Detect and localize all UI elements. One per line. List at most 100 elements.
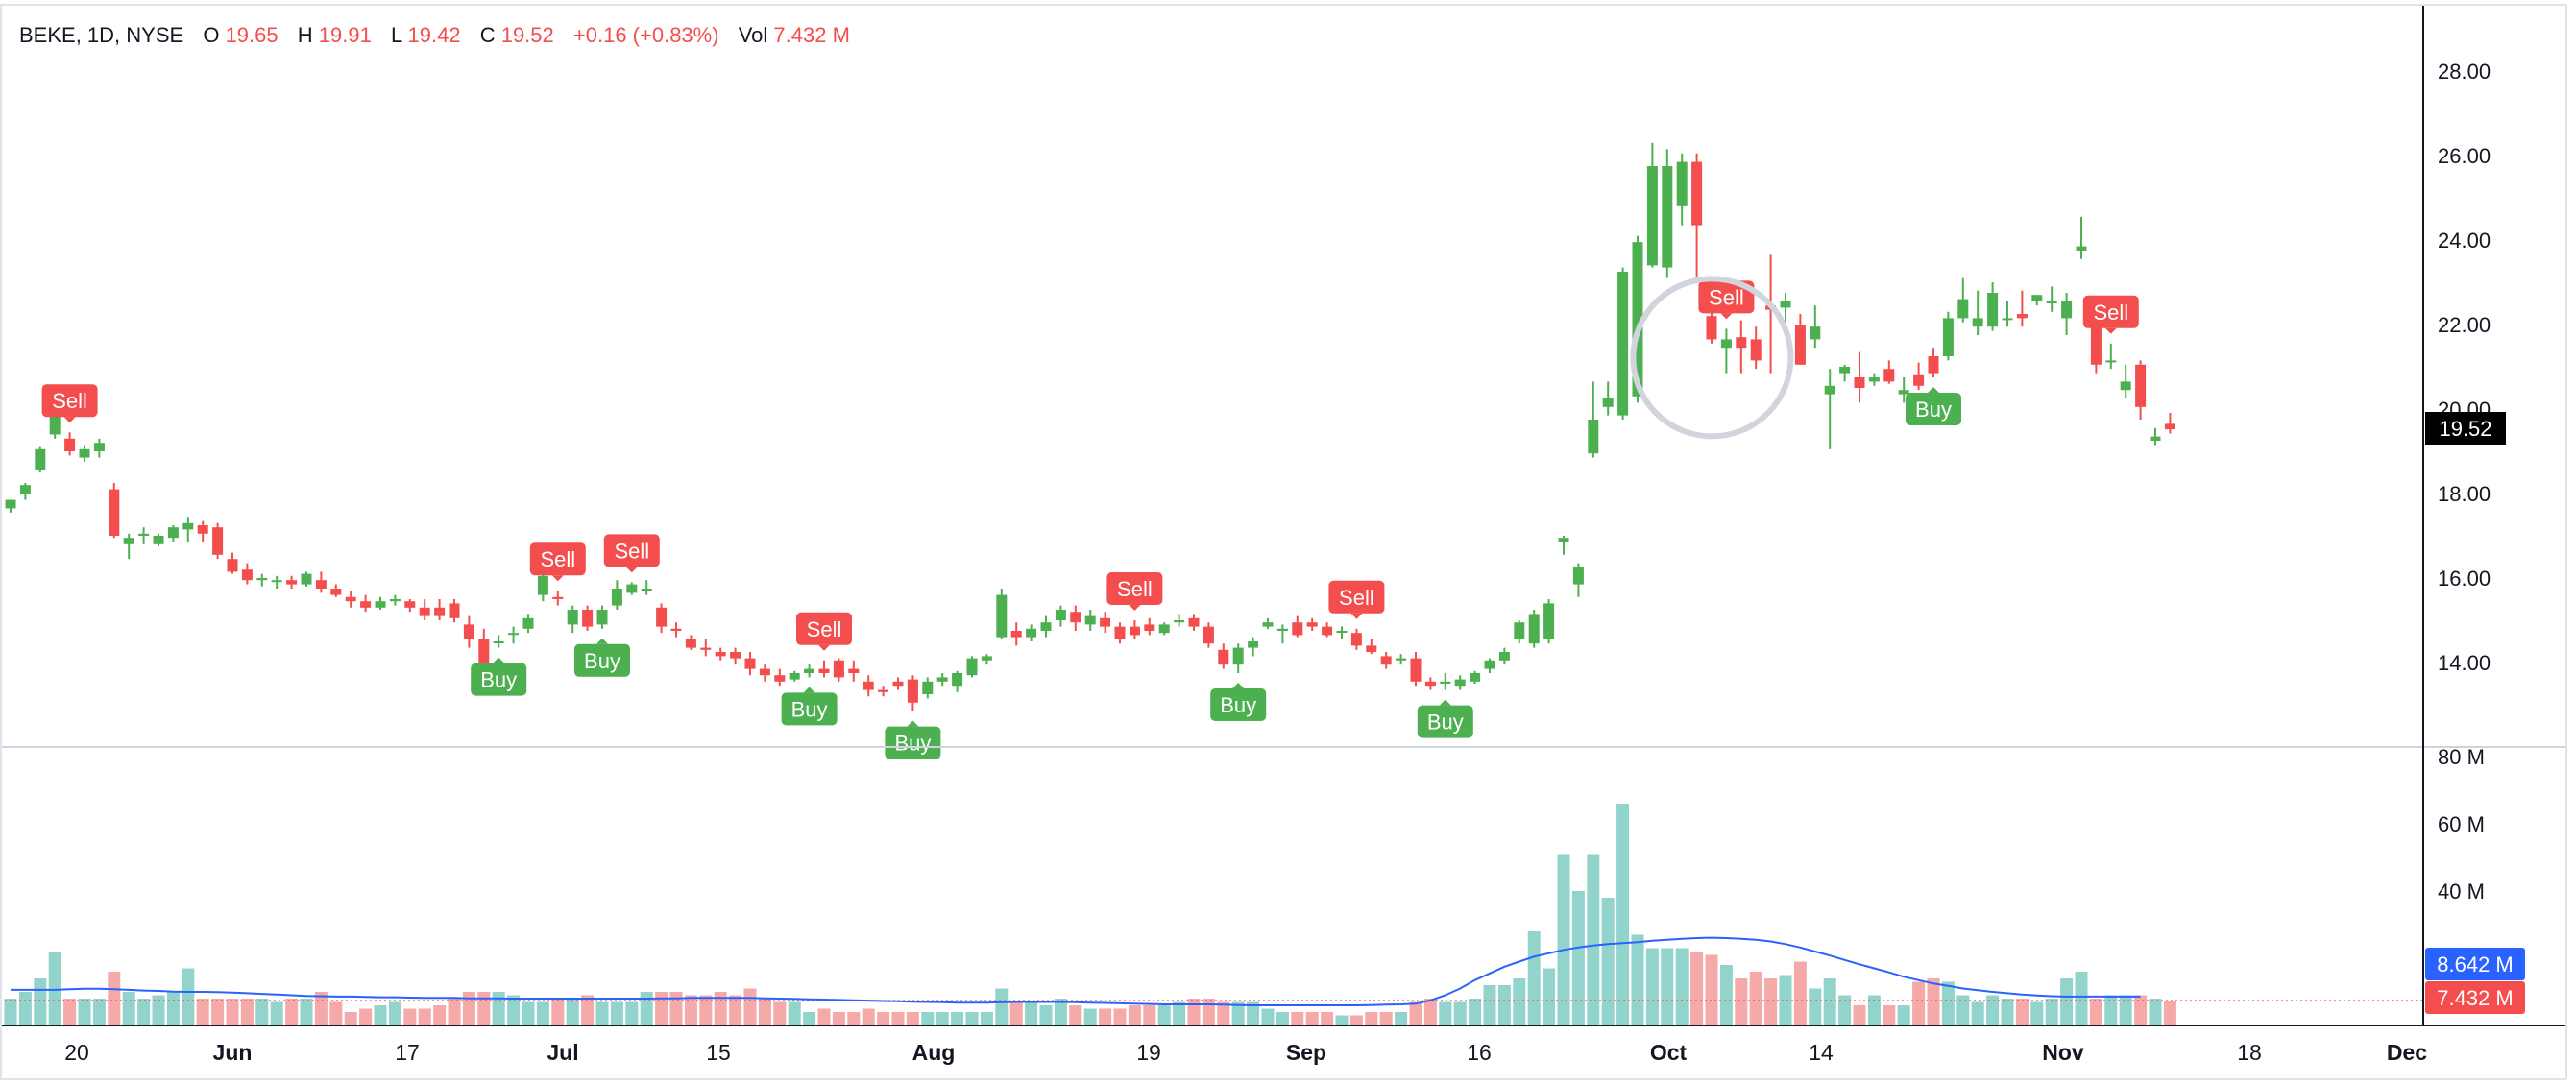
candle [330,584,342,597]
candle [2076,216,2087,259]
candle [656,603,668,634]
candle-body [5,499,16,509]
price-tick-label: 14.00 [2438,651,2491,675]
candle [1262,617,1274,629]
time-tick-label: 14 [1809,1040,1834,1065]
candle [1218,643,1229,669]
candle [1114,622,1126,644]
candle [434,599,446,620]
candle-body [1514,622,1525,639]
candle-body [153,536,164,544]
candle-body [79,448,90,458]
volume-bar [2134,995,2148,1025]
candle [1957,277,1969,323]
candle-body [1470,673,1481,682]
candle [715,647,726,661]
candle-body [1691,161,1703,226]
header-low-value: 19.42 [408,23,461,47]
volume-bar [1231,1001,1245,1025]
candle [1942,311,1954,361]
candle-body [1736,337,1747,349]
volume-bar [2030,1001,2044,1025]
candle-body [19,485,31,494]
volume-bar [300,999,313,1025]
header-close-label: C [480,23,496,47]
volume-bar [951,1012,964,1025]
candle [375,596,386,610]
candle-body [1203,626,1214,644]
volume-bar [1543,968,1556,1025]
candle [241,563,253,585]
volume-bar [182,968,195,1025]
candle [1322,622,1333,638]
volume-bar [1527,931,1541,1025]
candle-body [789,673,800,680]
candle [315,571,327,593]
candle-body [730,652,741,659]
candle-body [596,610,608,625]
candle [1572,563,1584,597]
volume-bar [877,1012,890,1025]
volume-bar [1157,1005,1171,1025]
volume-bar [2119,995,2132,1025]
candle-body [1854,377,1865,388]
volume-bar [1719,965,1733,1025]
signal-label: Sell [1117,577,1153,601]
volume-ma-label: 8.642 M [2425,948,2525,980]
candle [1470,670,1481,684]
volume-bar [285,999,299,1025]
candle [936,673,948,687]
last-price-text: 19.52 [2439,417,2491,441]
volume-bar [1705,954,1718,1025]
volume-bar [1764,978,1778,1025]
volume-bar [1587,854,1600,1025]
candle [508,626,520,644]
volume-bar [832,1012,845,1025]
candle-body [966,658,978,676]
candle-body [1026,628,1037,638]
candle [1129,620,1140,639]
candle [1084,610,1096,631]
volume-bar [166,992,180,1025]
volume-bar [2089,999,2102,1025]
candle [1543,599,1555,644]
buy-signal: Buy [574,638,630,677]
candle-body [685,639,696,648]
volume-bar [1217,1001,1230,1025]
candle [1484,658,1495,673]
candle-body [1646,166,1658,266]
volume-bar [699,995,713,1025]
candle [1588,381,1599,458]
candle-body [744,658,756,669]
candle-body [878,689,889,692]
header-close-value: 19.52 [501,23,554,47]
sell-signal: Sell [1106,572,1163,611]
time-tick-label: Oct [1650,1040,1688,1065]
volume-bar [2163,1001,2176,1025]
candle [611,580,622,610]
candle-body [2105,360,2117,363]
candle-body [35,448,46,470]
buy-signal: Buy [1906,387,1961,425]
volume-bar [344,1012,357,1025]
volume-bar [625,1001,639,1025]
last-volume-value: 7.432 M [2437,986,2514,1010]
volume-bar [63,999,77,1025]
volume-bar [891,1012,905,1025]
candle-body [1484,660,1495,669]
candle [996,589,1008,639]
candle-body [863,681,874,690]
candle [1868,373,1880,386]
volume-bar [1616,804,1630,1025]
volume-bar [2149,999,2162,1025]
volume-bar [1305,1012,1319,1025]
candle-body [256,578,268,581]
highlight-circle [1630,276,1794,440]
signal-label: Buy [791,697,828,721]
volume-bar [1571,891,1585,1025]
candle [1913,362,1925,391]
candle-body [1100,617,1111,627]
candle-body [419,607,430,616]
time-axis: 20 Jun 17 Jul 15 Aug 19 Sep 16 Oct 14 Nov 18 Dec [64,1040,2427,1065]
